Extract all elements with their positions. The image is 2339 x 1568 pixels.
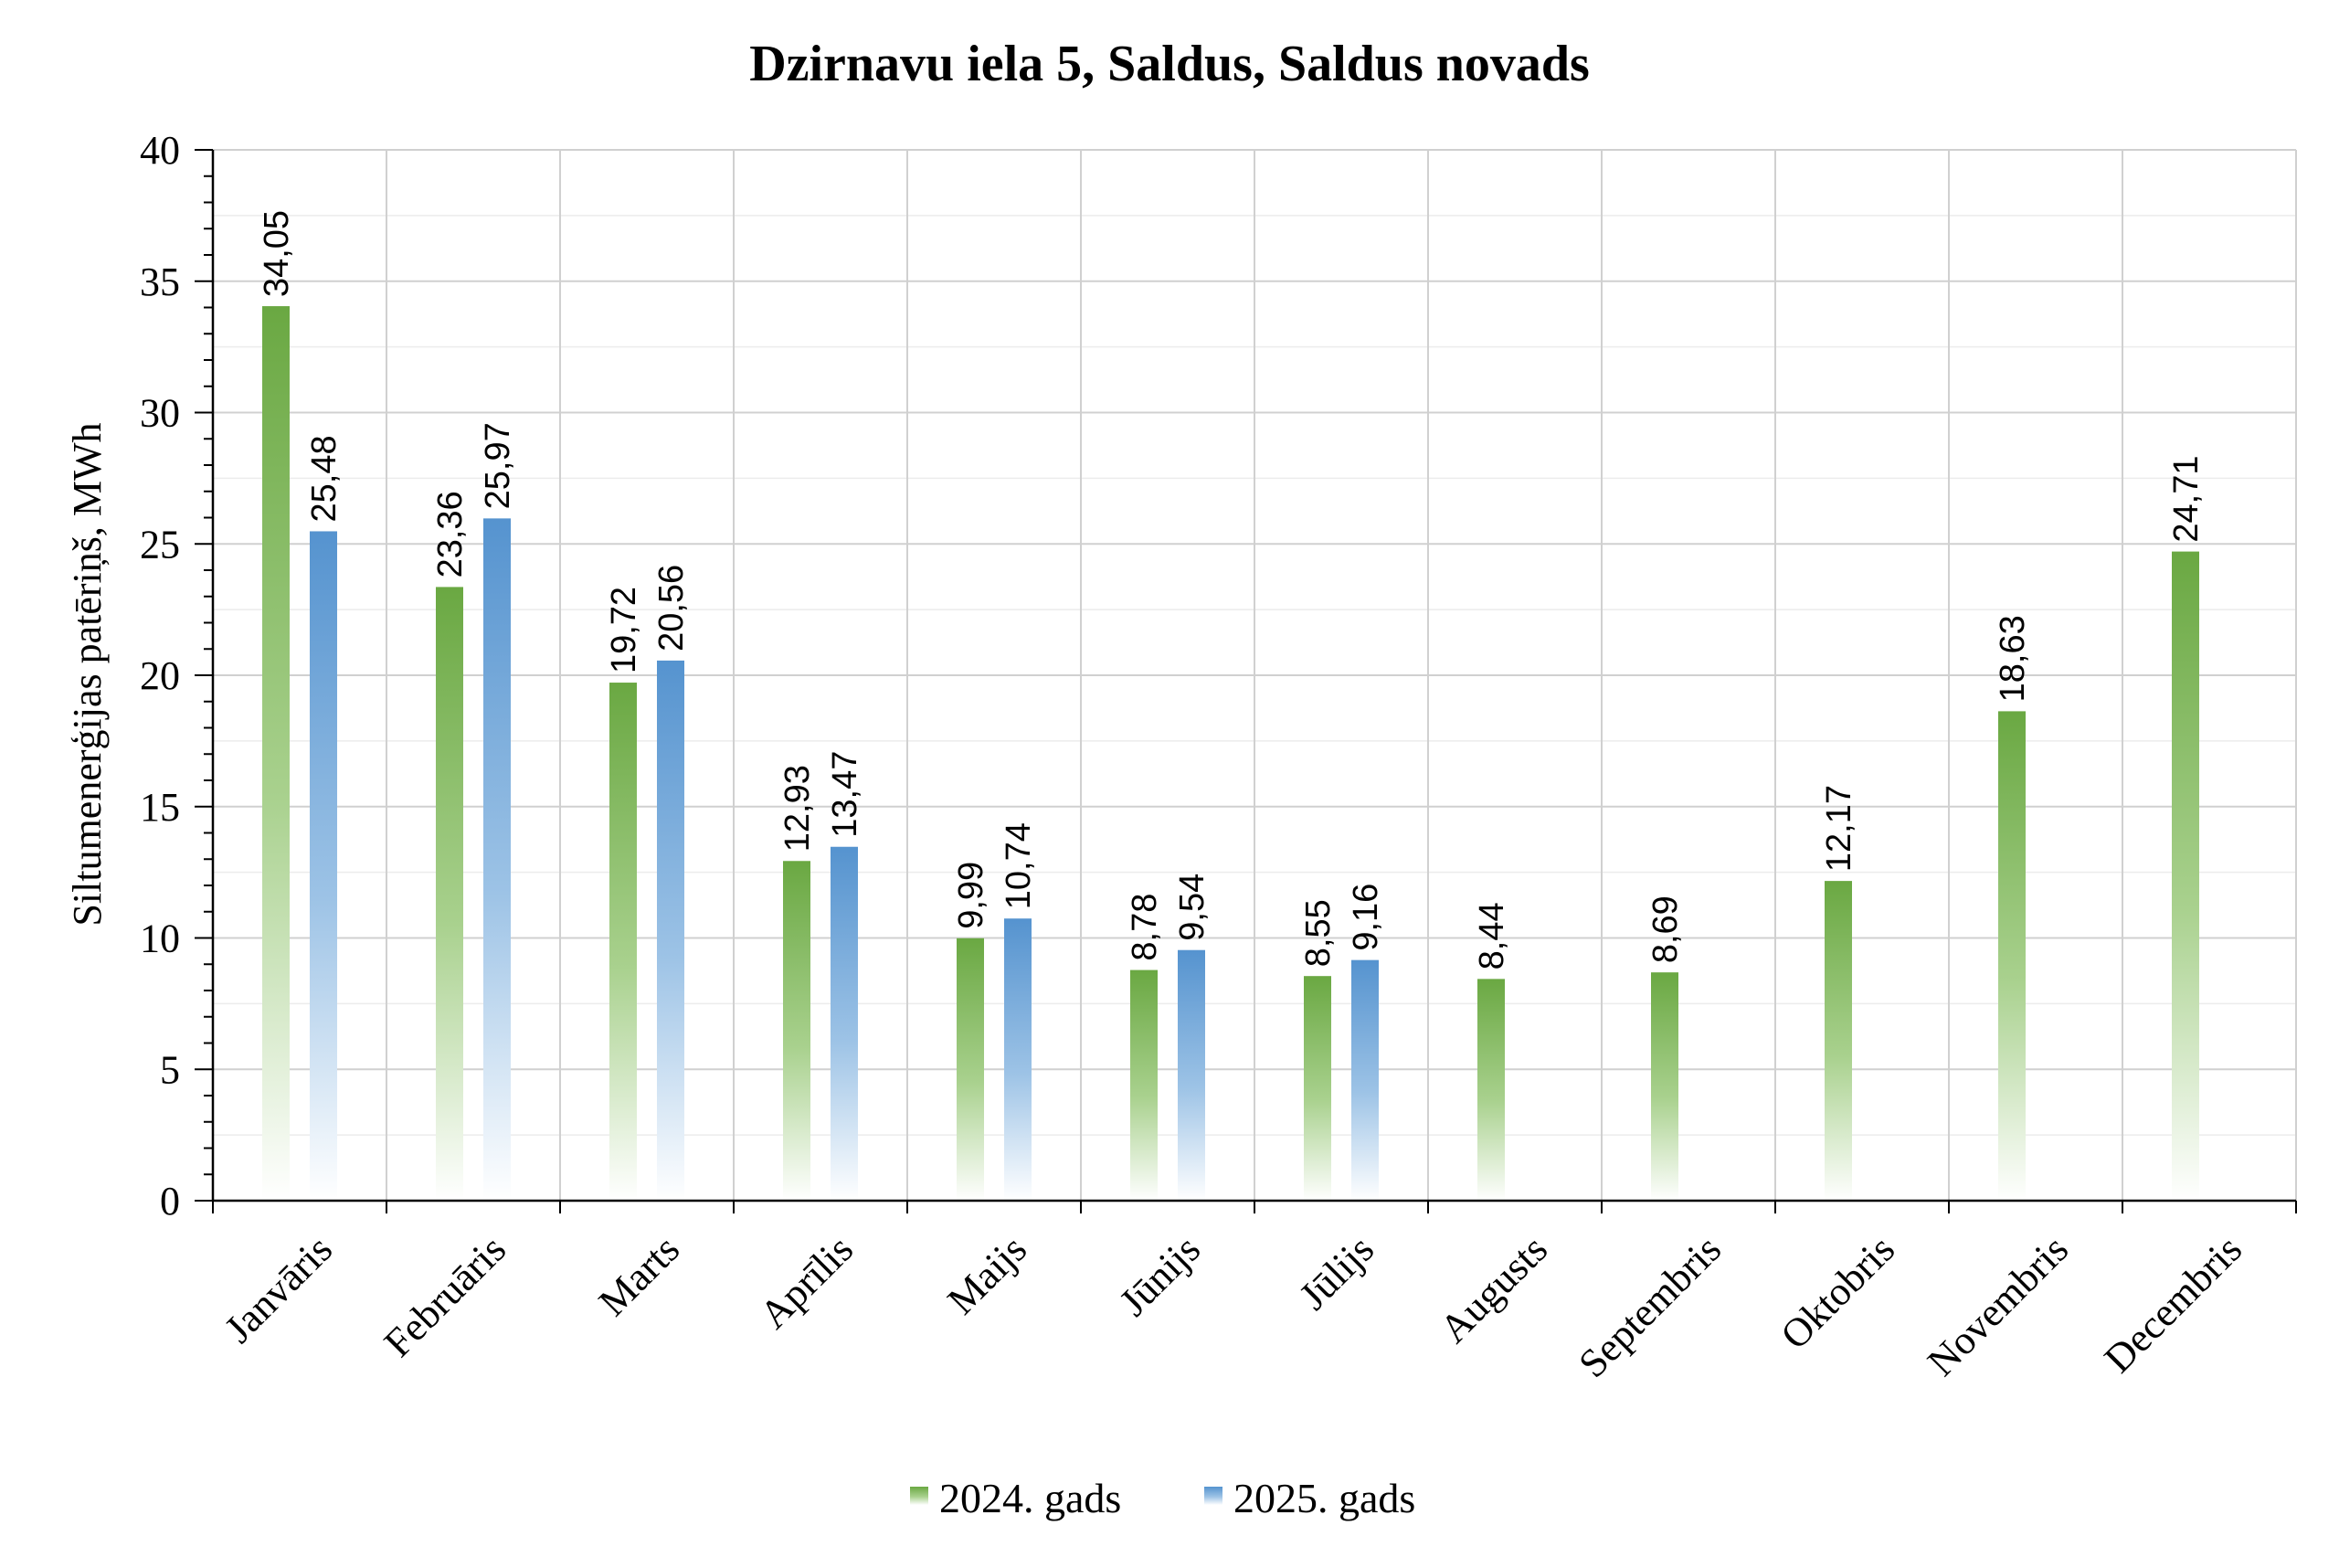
x-category-label: Augusts — [1431, 1226, 1556, 1351]
data-label-2025-0: 25,48 — [305, 435, 344, 522]
x-category-label: Novembris — [1919, 1226, 2077, 1384]
x-category-label: Janvāris — [216, 1226, 341, 1351]
x-category-label: Marts — [590, 1226, 688, 1324]
x-category-label: Maijs — [939, 1226, 1036, 1323]
x-category-label: Jūnijs — [1111, 1226, 1209, 1324]
y-tick-label: 10 — [140, 916, 180, 961]
y-tick-label: 0 — [160, 1179, 180, 1224]
data-label-2025-3: 13,47 — [826, 751, 864, 838]
bar-2025-4 — [1004, 918, 1032, 1201]
y-tick-label: 5 — [160, 1047, 180, 1092]
data-label-2024-2: 19,72 — [605, 587, 643, 673]
bar-2024-6 — [1304, 976, 1331, 1201]
bar-2025-6 — [1351, 959, 1379, 1201]
y-tick-label: 35 — [140, 260, 180, 304]
data-label-2025-5: 9,54 — [1173, 874, 1212, 941]
data-label-2024-7: 8,44 — [1473, 902, 1511, 969]
x-category-label: Septembris — [1570, 1226, 1730, 1386]
legend-label-2025: 2025. gads — [1233, 1475, 1415, 1521]
bar-2024-3 — [783, 861, 810, 1201]
data-label-2024-9: 12,17 — [1820, 785, 1858, 872]
legend-swatch-2024 — [910, 1487, 928, 1505]
bar-2024-7 — [1477, 979, 1505, 1201]
x-category-label: Aprīlis — [751, 1226, 862, 1337]
bar-2024-5 — [1130, 969, 1158, 1201]
y-axis-title: Siltumenerģijas patēriņš, MWh — [65, 422, 110, 926]
data-label-2024-1: 23,36 — [431, 491, 470, 577]
grid-layer — [213, 149, 2297, 1201]
data-label-2024-3: 12,93 — [778, 765, 817, 852]
bar-2024-8 — [1651, 972, 1678, 1201]
bar-2024-0 — [262, 306, 290, 1201]
legend-label-2024: 2024. gads — [939, 1475, 1121, 1521]
labels-layer: 34,05 23,36 19,72 12,93 9,99 8,78 8,55 8,44 8,69… — [258, 210, 2206, 969]
bar-2024-4 — [957, 938, 984, 1201]
x-category-label: Decembris — [2096, 1226, 2250, 1381]
x-category-label: Jūlijs — [1291, 1226, 1382, 1318]
x-category-label: Oktobris — [1773, 1226, 1904, 1358]
y-tick-label: 30 — [140, 391, 180, 436]
bar-2025-2 — [657, 660, 684, 1201]
bar-2025-0 — [310, 531, 337, 1201]
data-label-2024-11: 24,71 — [2167, 455, 2206, 542]
bar-2024-1 — [436, 587, 463, 1201]
bar-2024-11 — [2172, 551, 2199, 1201]
data-label-2024-0: 34,05 — [258, 210, 296, 297]
legend: 2024. gads 2025. gads — [910, 1475, 1415, 1521]
data-label-2025-6: 9,16 — [1347, 884, 1385, 951]
data-label-2025-4: 10,74 — [1000, 822, 1038, 909]
data-label-2024-10: 18,63 — [1994, 615, 2032, 702]
y-tick-label: 20 — [140, 653, 180, 698]
data-label-2024-4: 9,99 — [952, 862, 990, 929]
data-label-2025-2: 20,56 — [652, 565, 691, 652]
x-category-label: Februāris — [376, 1226, 514, 1365]
chart-title: Dzirnavu iela 5, Saldus, Saldus novads — [749, 36, 1590, 92]
data-label-2024-8: 8,69 — [1646, 895, 1685, 963]
bars-layer — [262, 306, 2199, 1201]
data-label-2024-5: 8,78 — [1126, 894, 1164, 961]
bar-2024-10 — [1998, 711, 2026, 1201]
bar-2024-2 — [609, 683, 637, 1201]
y-tick-label: 25 — [140, 522, 180, 567]
bar-2025-5 — [1178, 949, 1205, 1201]
y-tick-label: 40 — [140, 128, 180, 173]
bar-2024-9 — [1825, 881, 1852, 1201]
y-tick-label: 15 — [140, 785, 180, 830]
data-label-2024-6: 8,55 — [1299, 899, 1338, 967]
data-label-2025-1: 25,97 — [479, 422, 517, 509]
bar-2025-1 — [483, 518, 511, 1201]
bar-2025-3 — [831, 846, 858, 1201]
legend-swatch-2025 — [1204, 1487, 1222, 1505]
